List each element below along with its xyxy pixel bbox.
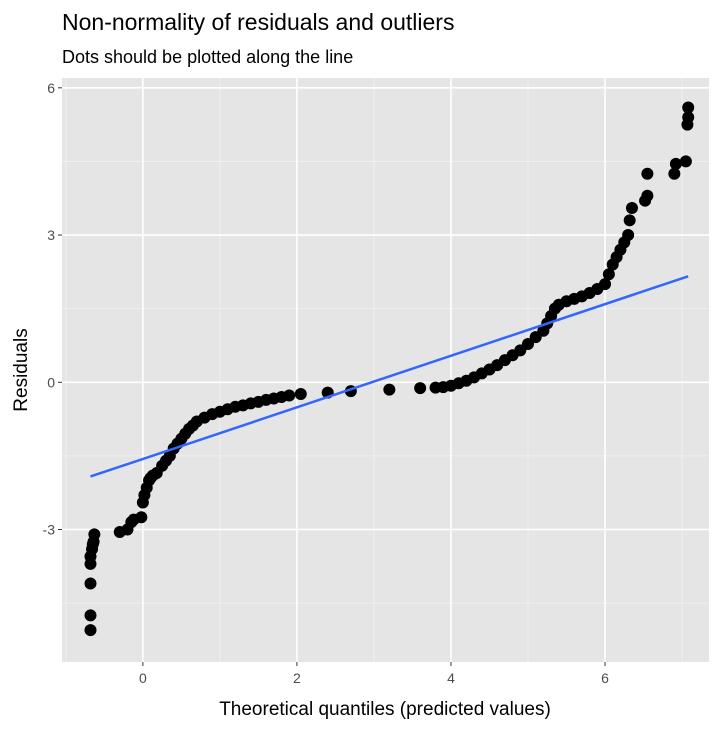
data-point xyxy=(641,189,654,202)
data-point xyxy=(135,511,148,524)
y-tick-label: -3 xyxy=(43,521,56,537)
data-point xyxy=(84,624,97,637)
y-tick-label: 3 xyxy=(47,227,55,243)
plot-panel xyxy=(62,78,709,662)
points-layer xyxy=(84,101,695,637)
data-point xyxy=(602,268,615,281)
grid-layer xyxy=(62,78,709,662)
data-point xyxy=(623,214,636,227)
data-point xyxy=(599,278,612,291)
x-tick-label: 4 xyxy=(447,670,455,686)
data-point xyxy=(84,577,97,590)
data-point xyxy=(521,337,534,350)
data-point xyxy=(679,155,692,168)
x-tick-label: 2 xyxy=(293,670,301,686)
data-point xyxy=(625,202,638,215)
chart-title: Non-normality of residuals and outliers xyxy=(62,9,454,35)
data-point xyxy=(682,101,695,114)
y-tick-label: 6 xyxy=(47,80,55,96)
data-point xyxy=(88,528,101,541)
y-axis-title: Residuals xyxy=(11,328,32,411)
x-axis-title: Theoretical quantiles (predicted values) xyxy=(219,699,551,720)
data-point xyxy=(668,167,681,180)
reference-line xyxy=(90,275,689,478)
data-point xyxy=(622,229,635,242)
axis-layer: 0 2 4 6 -3 0 3 6 xyxy=(43,80,610,686)
chart-subtitle: Dots should be plotted along the line xyxy=(62,47,353,67)
data-point xyxy=(383,383,396,396)
data-point xyxy=(283,389,296,402)
data-point xyxy=(294,388,307,401)
y-tick-label: 0 xyxy=(47,374,55,390)
data-point xyxy=(682,111,695,124)
data-point xyxy=(414,382,427,395)
x-tick-label: 0 xyxy=(139,670,147,686)
data-point xyxy=(669,157,682,170)
data-point xyxy=(84,609,97,622)
data-point xyxy=(641,167,654,180)
x-tick-label: 6 xyxy=(601,670,609,686)
